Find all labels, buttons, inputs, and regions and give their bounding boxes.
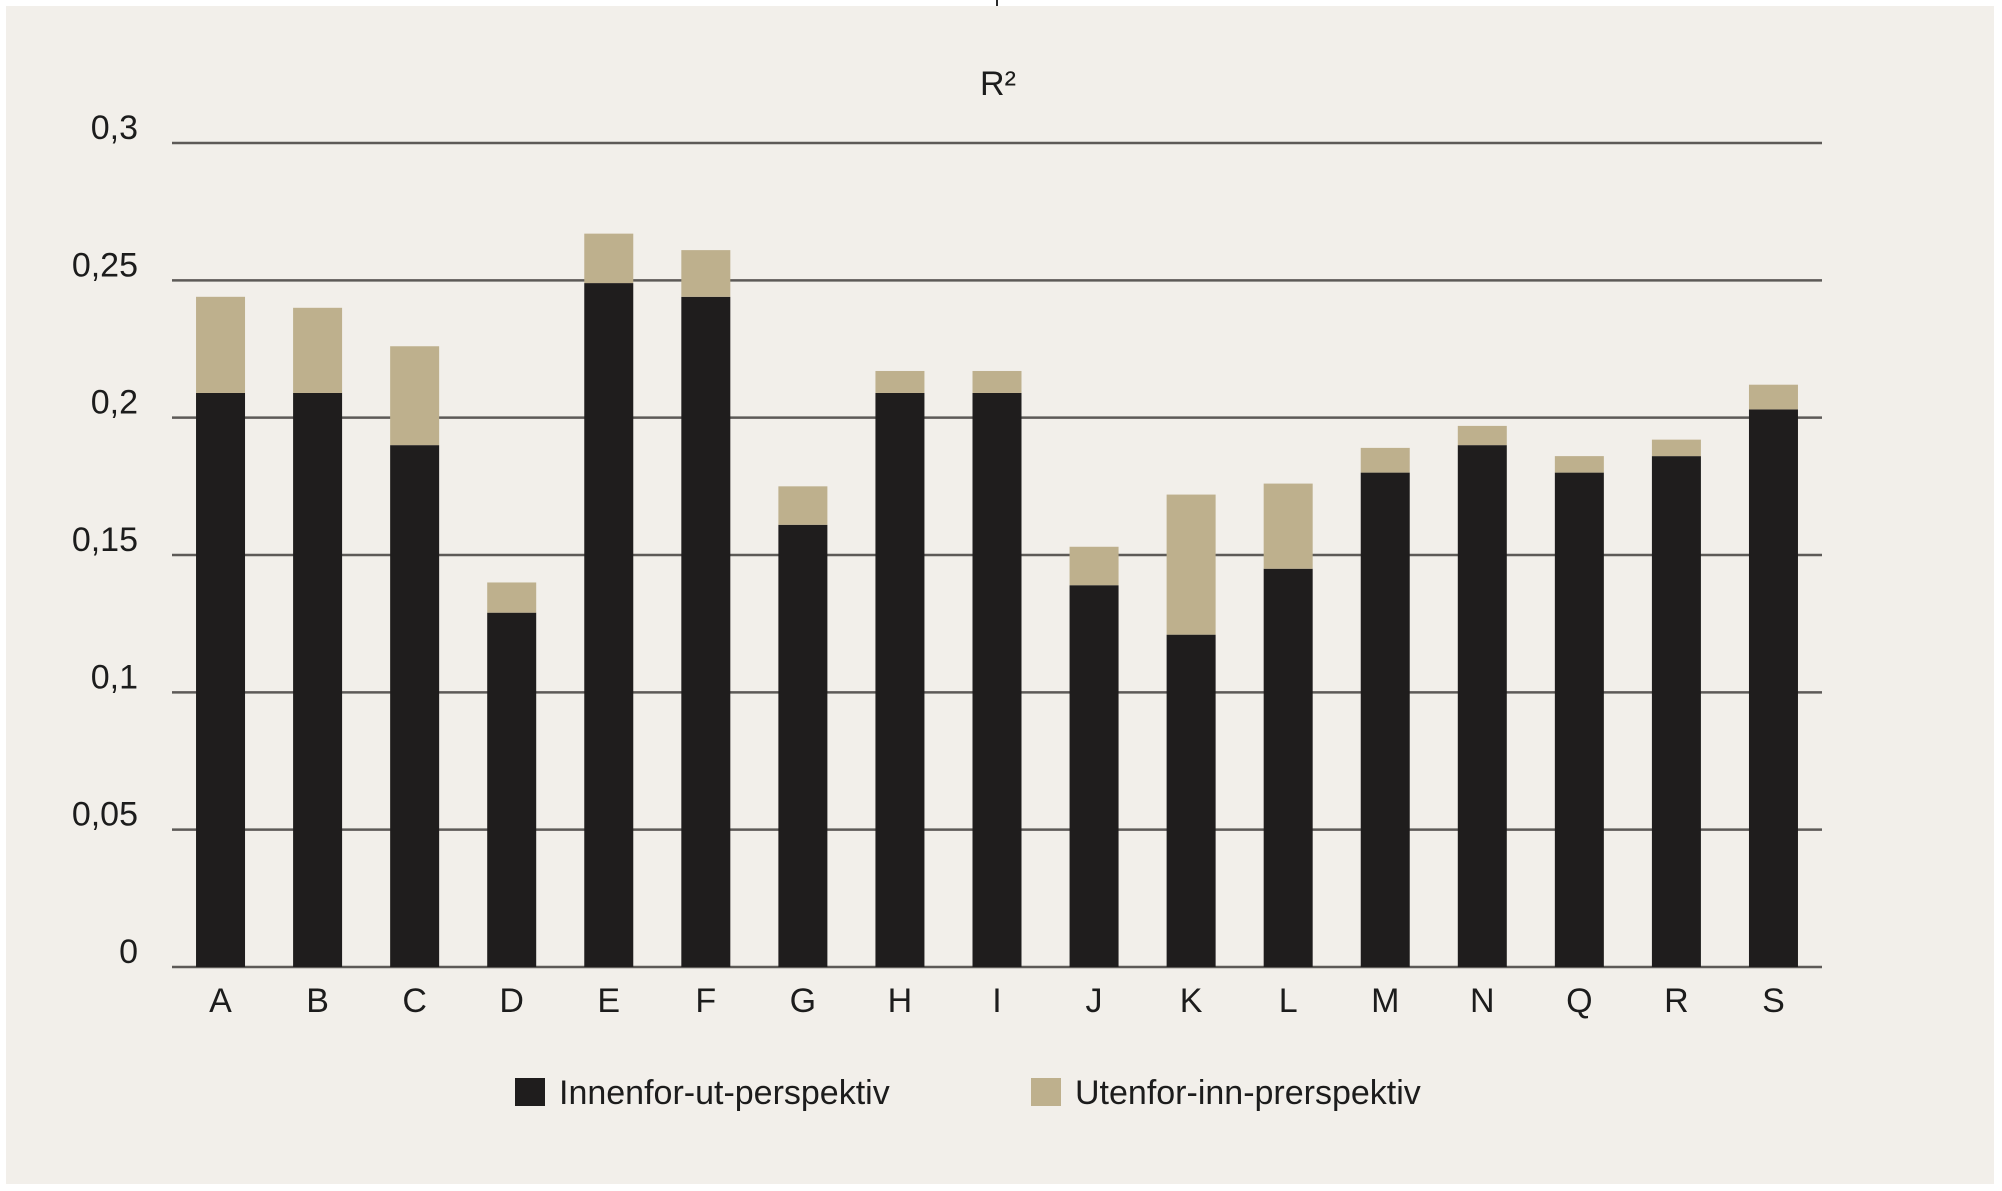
legend-swatch [515, 1078, 545, 1106]
bar-L-series-1 [1263, 568, 1313, 967]
x-tick-label: A [209, 982, 232, 1020]
x-tick-label: D [499, 982, 524, 1020]
bar-C-series-2 [390, 346, 440, 446]
bar-Q-series-2 [1554, 456, 1604, 473]
x-tick-label: B [306, 982, 329, 1020]
chart-title: R² [980, 65, 1016, 103]
bars [196, 233, 1798, 968]
bar-E-series-1 [584, 283, 634, 968]
y-tick-label: 0,1 [91, 658, 138, 696]
legend-swatch [1031, 1078, 1061, 1106]
y-tick-label: 0,05 [72, 796, 138, 834]
bar-K-series-1 [1166, 634, 1216, 967]
bar-M-series-1 [1360, 472, 1410, 967]
bar-N-series-2 [1457, 425, 1507, 446]
y-axis-tick-labels: 0 0,05 0,1 0,15 0,2 0,25 0,3 [72, 109, 138, 971]
x-tick-label: I [992, 982, 1001, 1020]
x-tick-label: E [597, 982, 620, 1020]
x-tick-label: Q [1566, 982, 1592, 1020]
bar-L-series-2 [1263, 483, 1313, 569]
x-tick-label: H [888, 982, 913, 1020]
top-tick-mark [996, 0, 998, 6]
y-tick-label: 0,3 [91, 109, 138, 147]
legend-label: Utenfor-inn-prerspektiv [1075, 1074, 1421, 1112]
bar-F-series-1 [681, 296, 731, 967]
x-tick-label: R [1664, 982, 1689, 1020]
bar-H-series-2 [875, 370, 925, 393]
bar-I-series-2 [972, 370, 1022, 393]
bar-G-series-2 [778, 486, 828, 525]
bar-N-series-1 [1457, 445, 1507, 968]
bar-Q-series-1 [1554, 472, 1604, 967]
bar-R-series-2 [1651, 439, 1701, 457]
x-tick-label: M [1371, 982, 1399, 1020]
legend: Innenfor-ut-perspektiv Utenfor-inn-prersp… [515, 1074, 1421, 1112]
bar-A-series-1 [196, 392, 246, 967]
x-tick-label: G [790, 982, 816, 1020]
y-tick-label: 0,15 [72, 521, 138, 559]
grid-lines [172, 141, 1822, 969]
bar-R-series-1 [1651, 456, 1701, 967]
bar-M-series-2 [1360, 447, 1410, 473]
bar-S-series-2 [1748, 384, 1798, 410]
bar-B-series-1 [293, 392, 343, 967]
x-tick-label: K [1180, 982, 1203, 1020]
bar-K-series-2 [1166, 494, 1216, 635]
x-tick-label: L [1279, 982, 1298, 1020]
bar-H-series-1 [875, 392, 925, 967]
bar-D-series-2 [487, 582, 537, 613]
x-tick-label: C [402, 982, 427, 1020]
y-tick-label: 0 [119, 933, 138, 971]
x-tick-label: F [695, 982, 716, 1020]
y-tick-label: 0,25 [72, 246, 138, 284]
bar-D-series-1 [487, 612, 537, 967]
bar-S-series-1 [1748, 409, 1798, 968]
bar-J-series-1 [1069, 585, 1119, 967]
x-tick-label: J [1086, 982, 1103, 1020]
bar-B-series-2 [293, 307, 343, 393]
y-tick-label: 0,2 [91, 384, 138, 422]
legend-label: Innenfor-ut-perspektiv [559, 1074, 890, 1112]
bar-E-series-2 [584, 233, 634, 284]
bar-C-series-1 [390, 445, 440, 968]
bar-I-series-1 [972, 392, 1022, 967]
bar-J-series-2 [1069, 546, 1119, 586]
bar-G-series-1 [778, 524, 828, 967]
bar-F-series-2 [681, 250, 731, 297]
bar-A-series-2 [196, 296, 246, 393]
x-tick-label: N [1470, 982, 1495, 1020]
x-tick-label: S [1762, 982, 1785, 1020]
